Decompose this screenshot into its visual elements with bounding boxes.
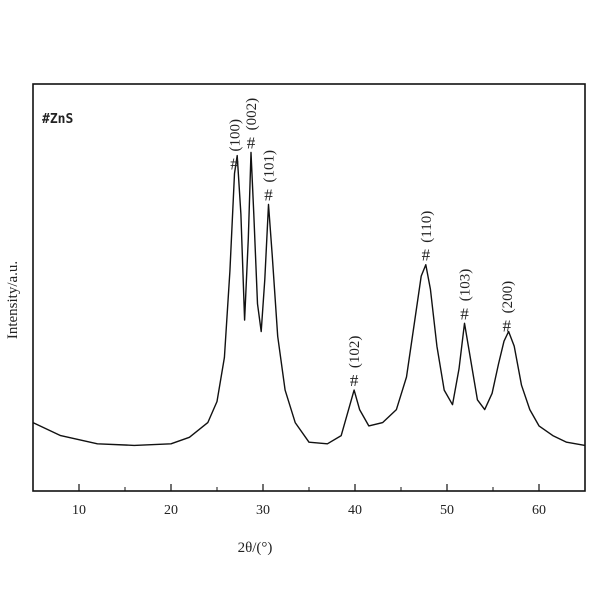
peak-label: (101) [262, 150, 278, 183]
peak-label: (002) [244, 98, 260, 131]
peak-label: (100) [228, 119, 244, 152]
peak-label: (110) [419, 211, 435, 243]
peak-marker: # [264, 185, 273, 204]
peak-annotations: #(100) #(002)#(101)#(102)#(110)#(103)#(20… [228, 98, 516, 390]
y-axis-label: Intensity/a.u. [5, 261, 21, 339]
peak-marker: # [460, 304, 469, 323]
x-tick-label: 30 [256, 503, 270, 518]
x-axis-label: 2θ/(°) [238, 540, 273, 556]
x-tick-label: 10 [72, 503, 86, 518]
xrd-pattern-line [32, 151, 586, 447]
x-tick-label: 60 [532, 503, 546, 518]
peak-marker: # [422, 246, 431, 265]
peak-marker: # [247, 133, 256, 152]
peak-label: (103) [458, 269, 474, 302]
peak-label: (102) [347, 336, 363, 369]
peak-marker: # [503, 316, 512, 335]
peak-label: (200) [500, 281, 516, 314]
x-tick-label: 50 [440, 503, 454, 518]
peak-marker: # [350, 371, 359, 390]
x-tick-label: 20 [164, 503, 178, 518]
peak-marker: # [230, 155, 239, 174]
legend-label: #ZnS [42, 112, 73, 127]
x-axis-ticks [78, 484, 586, 491]
x-axis-tick-labels: 10 20 30 40 50 60 [72, 503, 546, 518]
x-tick-label: 40 [348, 503, 362, 518]
